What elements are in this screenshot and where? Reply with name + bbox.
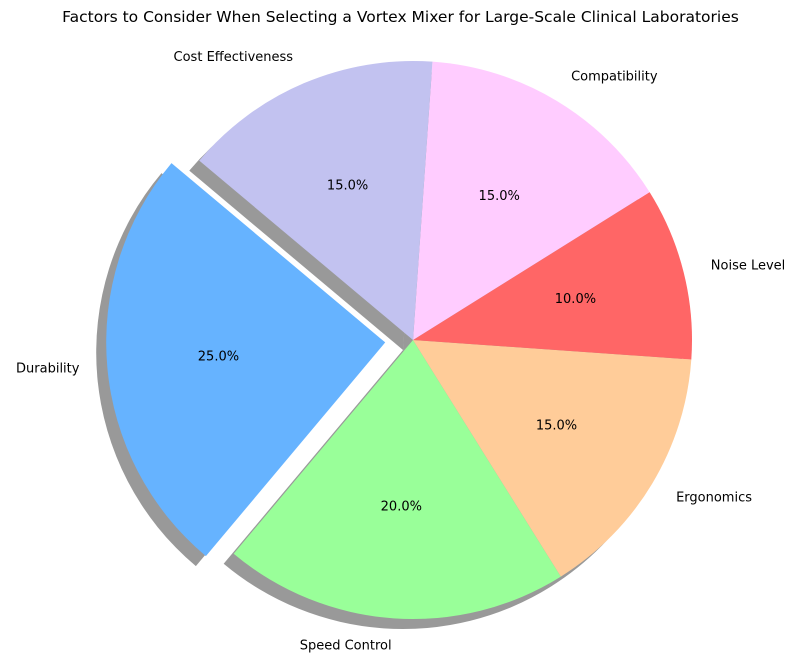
slice-durability: [106, 163, 386, 557]
chart-title: Factors to Consider When Selecting a Vor…: [62, 8, 739, 26]
category-label-noise-level: Noise Level: [711, 258, 786, 273]
slice-speed-control: [233, 340, 561, 619]
value-label-noise-level: 10.0%: [555, 292, 596, 307]
label-layer: Durability 25.0% Speed Control 20.0% Ergonom…: [16, 50, 785, 654]
category-label-speed-control: Speed Control: [300, 639, 392, 654]
slice-cost-effectiveness: [199, 61, 433, 340]
category-label-compatibility: Compatibility: [571, 69, 658, 84]
value-label-durability: 25.0%: [198, 350, 239, 365]
category-label-cost-effectiveness: Cost Effectiveness: [174, 50, 294, 65]
slice-compatibility: [413, 61, 650, 341]
value-label-compatibility: 15.0%: [479, 189, 520, 204]
category-label-durability: Durability: [16, 362, 80, 377]
value-label-cost-effectiveness: 15.0%: [327, 178, 368, 193]
value-label-ergonomics: 15.0%: [536, 419, 577, 434]
slice-ergonomics: [413, 340, 692, 577]
slice-noise-level: [413, 192, 693, 360]
category-label-ergonomics: Ergonomics: [676, 491, 752, 506]
slice-layer: [106, 61, 693, 619]
value-label-speed-control: 20.0%: [381, 499, 422, 514]
